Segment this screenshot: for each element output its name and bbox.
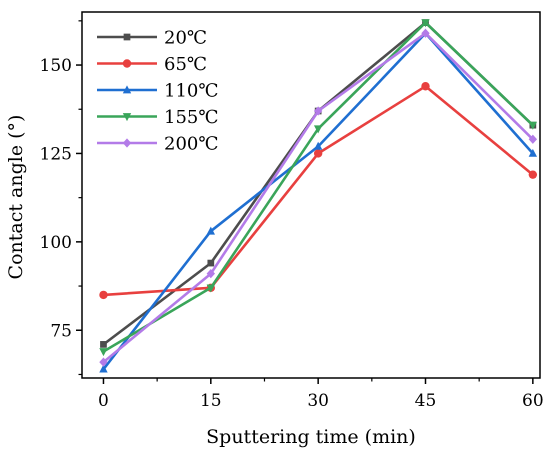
legend: 20℃ 65℃ 110℃ 155℃ 200℃ (97, 28, 219, 155)
data-point (421, 19, 430, 28)
series-layer (99, 19, 538, 373)
legend-marker (122, 59, 132, 68)
legend-item-0: 20℃ (97, 28, 207, 49)
data-point (99, 348, 108, 357)
data-point (313, 141, 323, 150)
legend-marker (123, 33, 131, 41)
x-tick-label: 60 (522, 391, 544, 411)
data-point (528, 148, 538, 157)
series-1 (99, 82, 538, 300)
data-point (99, 364, 108, 373)
data-point (421, 28, 430, 38)
x-tick-label: 45 (415, 391, 437, 411)
y-tick-label: 150 (40, 56, 72, 76)
legend-item-2: 110℃ (97, 81, 219, 102)
legend-marker (122, 138, 132, 148)
series-2 (99, 28, 538, 373)
y-axis-title: Contact angle (°) (5, 115, 27, 280)
x-tick-label: 0 (98, 391, 109, 411)
legend-item-4: 200℃ (97, 134, 219, 155)
y-tick-label: 125 (40, 144, 72, 164)
x-tick-label: 15 (200, 391, 222, 411)
data-point (100, 341, 107, 348)
legend-marker (122, 113, 132, 122)
x-axis-title: Sputtering time (min) (206, 426, 416, 448)
legend-label: 110℃ (164, 81, 219, 102)
legend-item-1: 65℃ (97, 54, 207, 75)
data-point (99, 357, 108, 367)
legend-label: 200℃ (164, 134, 219, 155)
data-point (207, 259, 215, 267)
data-point (528, 134, 538, 144)
series-3 (99, 19, 538, 357)
data-point (528, 170, 538, 179)
data-point (99, 290, 108, 300)
data-point (313, 125, 323, 134)
data-point (313, 149, 323, 158)
legend-label: 155℃ (164, 107, 219, 128)
data-point (206, 269, 216, 279)
data-point (528, 121, 538, 130)
legend-label: 65℃ (164, 54, 207, 75)
x-tick-label: 30 (307, 391, 329, 411)
legend-label: 20℃ (164, 28, 207, 49)
data-point (206, 226, 216, 235)
legend-item-3: 155℃ (97, 107, 219, 128)
data-point (313, 106, 323, 116)
plot-frame (81, 11, 541, 379)
legend-marker (122, 85, 132, 94)
axes-layer: 0 15 30 45 60 75 100 125 150 (40, 11, 544, 411)
data-point (206, 284, 216, 293)
y-tick-label: 75 (50, 321, 72, 341)
series-4 (99, 28, 538, 367)
data-point (421, 82, 430, 91)
y-tick-label: 100 (40, 233, 72, 253)
